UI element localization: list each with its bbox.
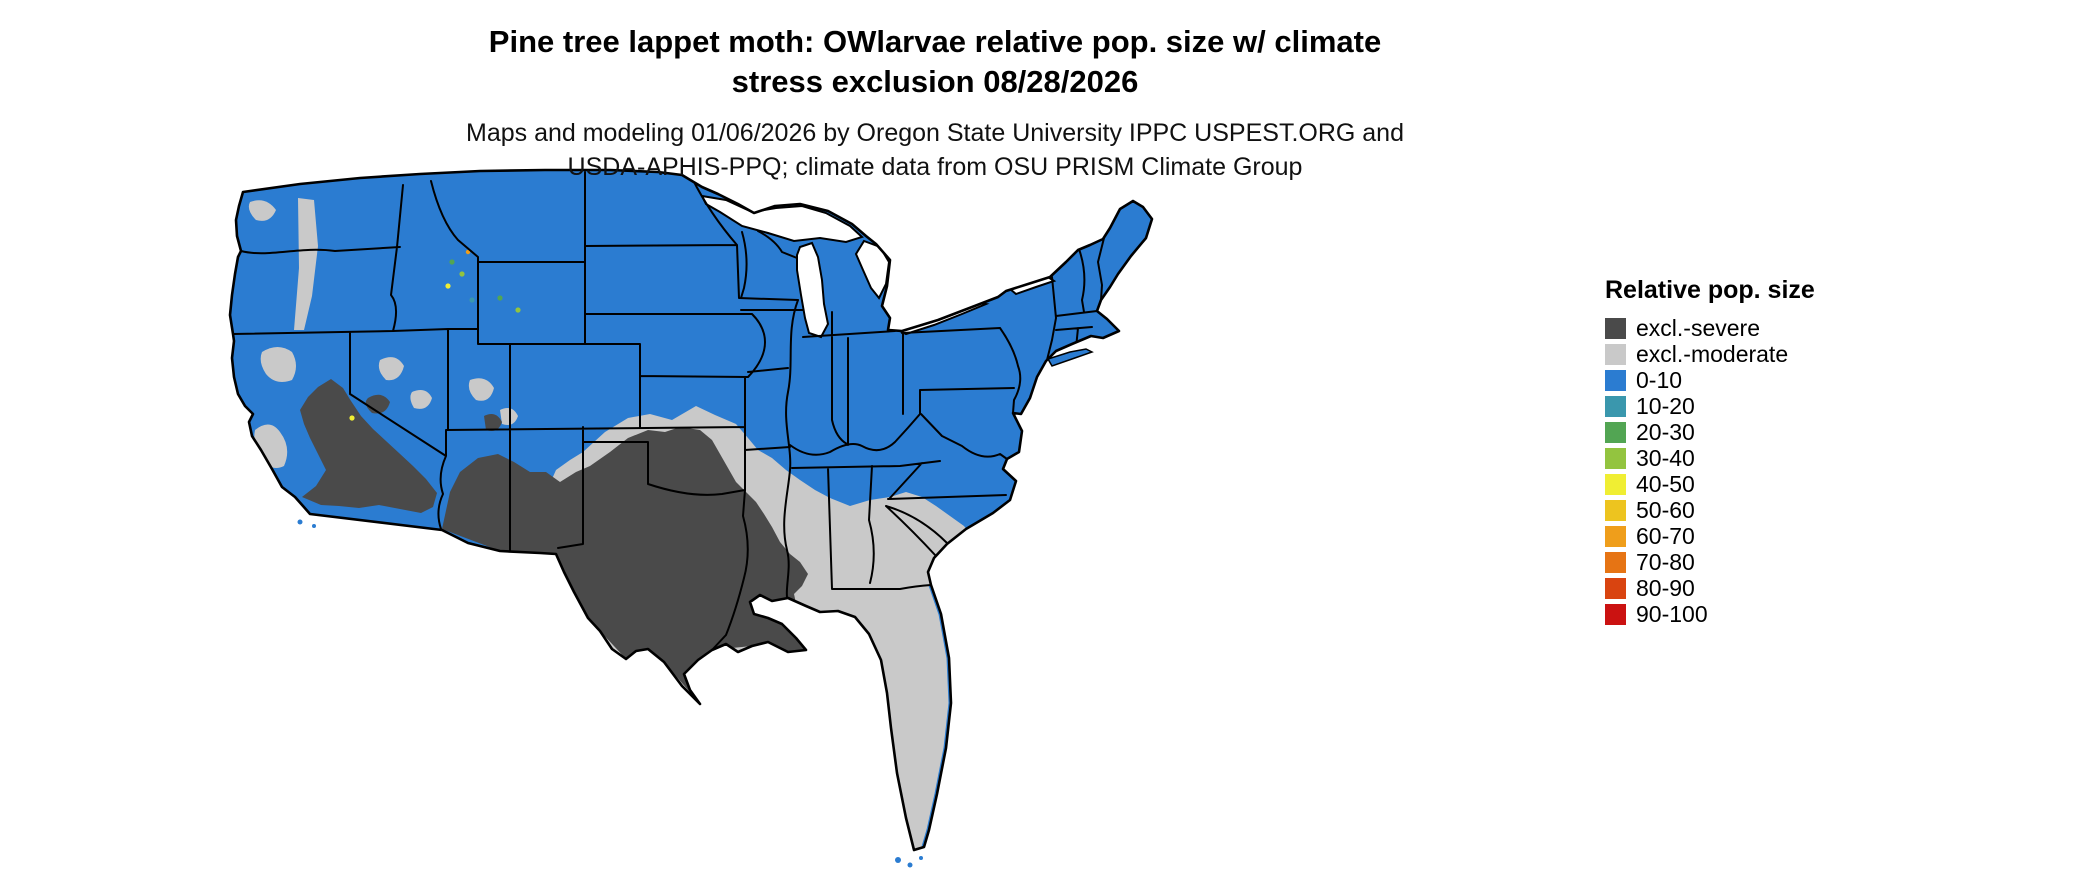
legend-label: 60-70 (1636, 523, 1695, 549)
legend-item: excl.-moderate (1605, 341, 1815, 367)
legend-label: 80-90 (1636, 575, 1695, 601)
legend-items: excl.-severe excl.-moderate 0-10 10-20 20-30… (1605, 315, 1815, 627)
legend-swatch (1605, 499, 1626, 521)
legend-swatch (1605, 421, 1626, 443)
legend-swatch (1605, 317, 1626, 339)
channel-islands (297, 519, 303, 525)
legend-swatch (1605, 447, 1626, 469)
legend-swatch (1605, 603, 1626, 625)
legend-item: 20-30 (1605, 419, 1815, 445)
long-island (1046, 348, 1094, 367)
legend-item: 30-40 (1605, 445, 1815, 471)
lake-michigan (796, 241, 830, 339)
legend-item: 60-70 (1605, 523, 1815, 549)
florida-keys (907, 862, 913, 868)
legend-label: excl.-moderate (1636, 341, 1789, 367)
legend-label: 50-60 (1636, 497, 1695, 523)
legend-item: 80-90 (1605, 575, 1815, 601)
legend-label: excl.-severe (1636, 315, 1760, 341)
legend-item: 0-10 (1605, 367, 1815, 393)
legend-swatch (1605, 577, 1626, 599)
map-title-line1: Pine tree lappet moth: OWlarvae relative… (488, 24, 1382, 59)
legend-item: 90-100 (1605, 601, 1815, 627)
map-subtit le-line2: USDA-APHIS-PPQ; climate data from OSU PR… (567, 153, 1303, 181)
legend-label: 10-20 (1636, 393, 1695, 419)
legend-title: Relative pop. size (1605, 276, 1815, 304)
florida-keys (919, 856, 923, 860)
map-subtitle-line1: Maps and modeling 01/06/2026 by Oregon S… (466, 119, 1404, 147)
legend-label: 20-30 (1636, 419, 1695, 445)
legend-swatch (1605, 369, 1626, 391)
legend-label: 30-40 (1636, 445, 1695, 471)
legend-swatch (1605, 395, 1626, 417)
channel-islands (312, 524, 316, 528)
legend-item: 10-20 (1605, 393, 1815, 419)
legend-swatch (1605, 343, 1626, 365)
legend-item: 70-80 (1605, 549, 1815, 575)
florida-keys (895, 857, 901, 863)
legend-swatch (1605, 551, 1626, 573)
state-borders (232, 171, 1105, 651)
legend-label: 0-10 (1636, 367, 1683, 393)
legend-item: 50-60 (1605, 497, 1815, 523)
legend-swatch (1605, 473, 1626, 495)
population-speckles (349, 249, 521, 421)
legend-label: 70-80 (1636, 549, 1695, 575)
us-outline (228, 168, 1154, 852)
map-title-line2: stress exclusion 08/28/2026 (731, 64, 1139, 99)
header: Pine tree lappet moth: OWlarvae relative… (0, 0, 1870, 184)
legend: Relative pop. size excl.-severe excl.-mod… (1605, 276, 1815, 627)
coastal-islands (297, 348, 1094, 868)
legend-label: 90-100 (1636, 601, 1708, 627)
legend-label: 40-50 (1636, 471, 1695, 497)
legend-item: excl.-severe (1605, 315, 1815, 341)
legend-swatch (1605, 525, 1626, 547)
legend-item: 40-50 (1605, 471, 1815, 497)
